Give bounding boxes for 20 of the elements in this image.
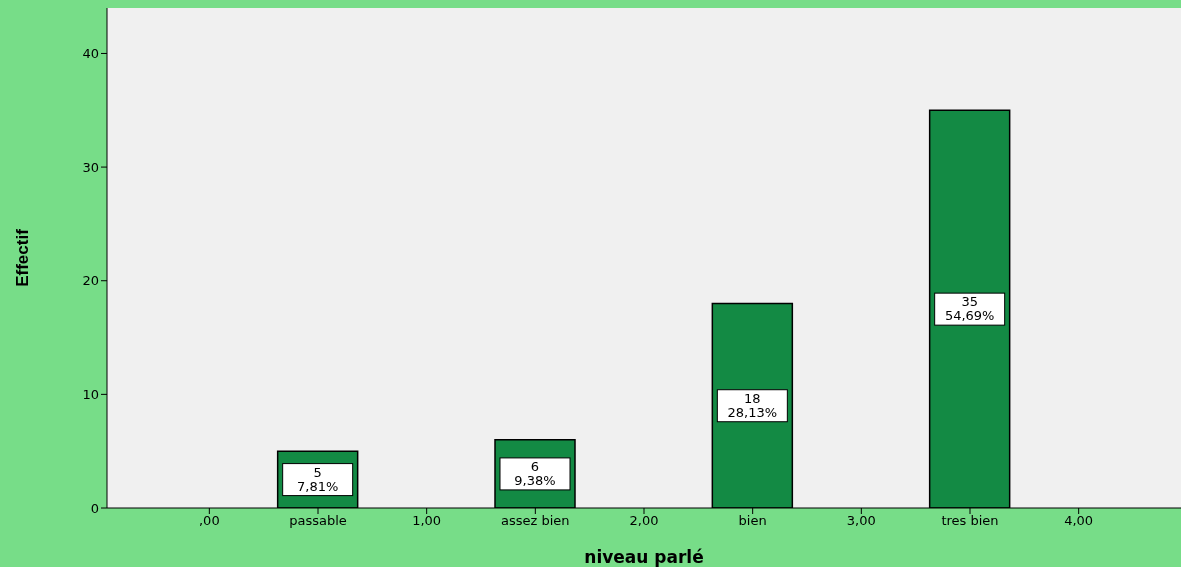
x-tick-label: 2,00	[629, 513, 659, 529]
x-tick-label: passable	[289, 513, 347, 529]
y-tick-label: 0	[90, 500, 99, 516]
x-tick-label: 1,00	[412, 513, 442, 529]
x-tick-label: assez bien	[501, 513, 570, 529]
data-label: 5 7,81%	[297, 464, 339, 494]
y-tick-label: 30	[82, 159, 99, 175]
y-tick-label: 40	[82, 46, 99, 62]
x-tick-label: 4,00	[1064, 513, 1094, 529]
x-axis-title: niveau parlé	[584, 547, 704, 567]
y-tick-label: 10	[82, 386, 99, 402]
x-tick-label: bien	[738, 513, 767, 529]
x-tick-label: ,00	[198, 513, 220, 529]
data-label: 6 9,38%	[514, 458, 556, 488]
y-tick-label: 20	[82, 273, 99, 289]
x-tick-label: tres bien	[941, 513, 999, 529]
data-label: 35 54,69%	[944, 294, 995, 324]
x-tick-label: 3,00	[846, 513, 876, 529]
data-label: 18 28,13%	[727, 390, 778, 420]
y-axis-title: Effectif	[13, 228, 33, 287]
